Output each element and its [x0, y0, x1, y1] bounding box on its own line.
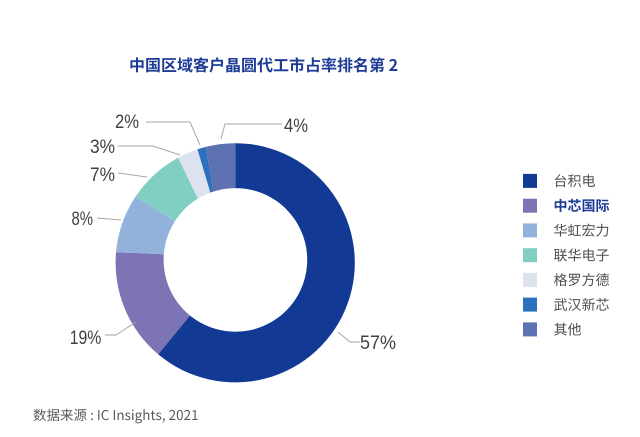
svg-text:3%: 3% [90, 136, 115, 158]
svg-text:4%: 4% [284, 115, 308, 137]
svg-text:7%: 7% [90, 164, 115, 186]
svg-text:57%: 57% [360, 332, 396, 354]
svg-text:19%: 19% [70, 327, 102, 349]
svg-text:8%: 8% [72, 208, 94, 230]
svg-text:2%: 2% [115, 111, 139, 133]
